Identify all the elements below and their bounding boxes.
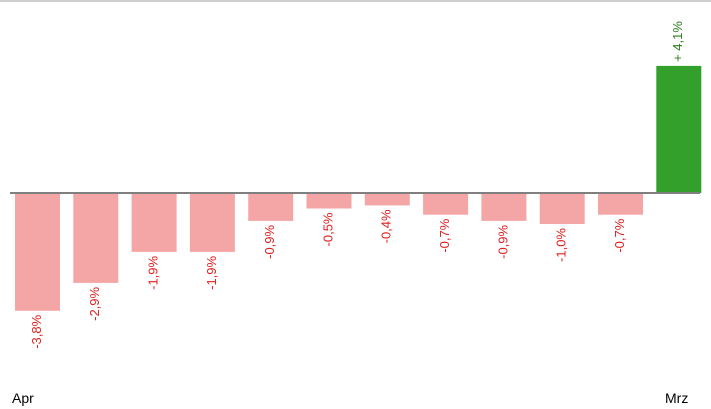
data-labels-group: -3,8% -2,9% -1,9% -1,9% -0,9% -0,5% -0,4% -0,7%… [29, 21, 685, 349]
data-label-6: -0,5% [320, 212, 335, 246]
bar-3 [131, 193, 177, 252]
bar-9 [481, 193, 527, 221]
data-label-11: -0,7% [612, 218, 627, 252]
bar-4 [189, 193, 235, 252]
data-label-9: -0,9% [495, 224, 510, 258]
bar-1 [15, 193, 60, 311]
bars-group [15, 65, 702, 311]
bar-8 [423, 193, 469, 215]
data-label-5: -0,9% [262, 224, 277, 258]
data-label-3: -1,9% [146, 255, 161, 289]
data-label-4: -1,9% [204, 255, 219, 289]
bar-11 [598, 193, 643, 215]
data-label-10: -1,0% [554, 228, 569, 262]
data-label-8: -0,7% [437, 218, 452, 252]
data-label-2: -2,9% [87, 286, 102, 320]
bar-10 [539, 193, 585, 224]
x-tick-label-last: Mrz [665, 390, 688, 406]
bar-6 [306, 193, 352, 209]
data-label-1: -3,8% [29, 314, 44, 348]
bar-2 [73, 193, 119, 283]
bar-12 [656, 65, 702, 193]
x-tick-label-first: Apr [12, 390, 34, 406]
bar-5 [248, 193, 294, 221]
data-label-7: -0,4% [379, 209, 394, 243]
data-label-12: + 4,1% [670, 21, 685, 62]
bar-7 [364, 193, 410, 206]
